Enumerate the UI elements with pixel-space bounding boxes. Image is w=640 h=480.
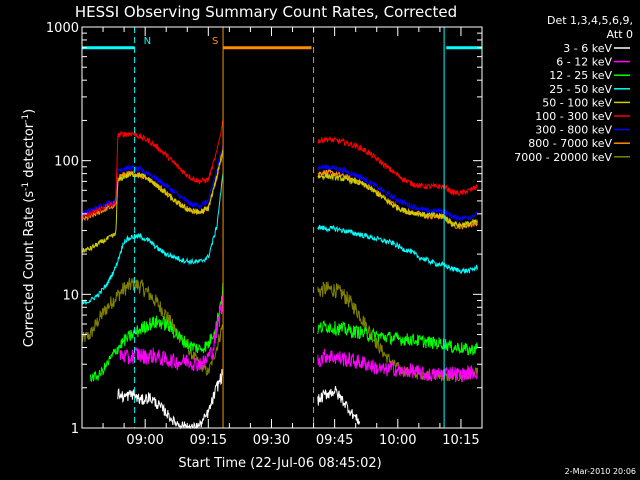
marker-label-1: N	[144, 36, 151, 47]
legend-label-8: 800 - 7000 keV	[528, 137, 612, 150]
legend-label-9: 7000 - 20000 keV	[514, 151, 612, 164]
y-axis-label-main: Corrected Count Rate (s	[22, 191, 37, 348]
series-line-4-segment-1	[81, 173, 224, 306]
series-line-3-segment-1	[89, 282, 224, 383]
y-tick-label-3: 100	[54, 155, 79, 170]
plot-area: N S 1 10 100 1000 09:00 09:15 09:30 09:45 10:00 10:…	[46, 21, 483, 448]
y-axis-label-sup1: -1	[21, 182, 31, 191]
series-line-1-segment-2	[317, 386, 361, 425]
legend-label-5: 50 - 100 keV	[542, 96, 612, 109]
legend-label-1: 3 - 6 keV	[563, 42, 612, 55]
y-axis-label-end: )	[22, 109, 37, 114]
x-tick-label-1: 09:00	[126, 433, 163, 448]
series-line-6-segment-1	[81, 120, 224, 220]
legend-label-6: 100 - 300 keV	[535, 110, 612, 123]
series-line-7-segment-2	[317, 164, 478, 223]
series-line-5-segment-1	[81, 148, 224, 254]
legend-label-3: 12 - 25 keV	[549, 69, 612, 82]
x-tick-label-3: 09:30	[253, 433, 290, 448]
legend-label-4: 25 - 50 keV	[549, 83, 612, 96]
series-line-2-segment-1	[119, 295, 224, 372]
y-tick-label-2: 10	[62, 288, 79, 303]
series-line-3-segment-2	[317, 320, 478, 356]
footer-date: 2-Mar-2010 20:06	[565, 467, 636, 476]
series-line-4-segment-2	[317, 224, 478, 275]
y-axis-label: Corrected Count Rate (s-1 detector-1)	[21, 109, 37, 347]
legend-header-1: Det 1,3,4,5,6,9,	[547, 14, 633, 27]
x-tick-label-6: 10:15	[442, 433, 479, 448]
plot-frame	[81, 26, 483, 429]
y-axis-label-sup2: -1	[21, 114, 31, 123]
series-line-1-segment-1	[117, 369, 224, 430]
x-tick-label-2: 09:15	[190, 433, 227, 448]
chart-title: HESSI Observing Summary Count Rates, Cor…	[75, 3, 457, 21]
y-tick-label-1: 1	[71, 422, 79, 437]
x-tick-label-5: 10:00	[379, 433, 416, 448]
legend-label-7: 300 - 800 keV	[535, 124, 612, 137]
legend-header-2: Att 0	[607, 28, 633, 41]
series-line-2-segment-2	[317, 348, 478, 383]
x-tick-label-4: 09:45	[316, 433, 353, 448]
series-line-5-segment-2	[317, 173, 478, 229]
y-tick-label-4: 1000	[46, 21, 79, 36]
x-axis-label: Start Time (22-Jul-06 08:45:02)	[178, 456, 381, 471]
series-line-6-segment-2	[317, 135, 478, 196]
legend-label-2: 6 - 12 keV	[556, 56, 612, 69]
y-axis-label-mid: detector	[22, 122, 37, 182]
marker-label-2: S	[212, 36, 218, 47]
